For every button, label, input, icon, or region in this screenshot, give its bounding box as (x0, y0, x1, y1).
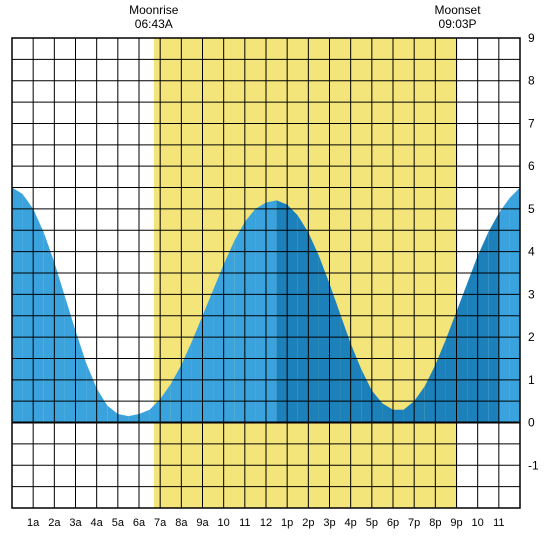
tide-area-light (12, 188, 23, 423)
tide-area-dark (319, 256, 330, 423)
x-tick-label: 10 (218, 517, 230, 529)
x-tick-label: 11 (493, 517, 504, 529)
moonset-title: Moonset (435, 3, 482, 17)
y-tick-label: 4 (528, 245, 535, 259)
x-tick-label: 3p (323, 517, 335, 529)
y-tick-label: 3 (528, 287, 535, 301)
tide-area-light (23, 194, 34, 423)
x-tick-label: 5a (112, 517, 125, 529)
tide-area-dark (467, 256, 478, 423)
x-tick-label: 2p (302, 517, 314, 529)
tide-area-dark (298, 215, 309, 422)
y-tick-label: 9 (528, 31, 535, 45)
x-tick-label: 8p (429, 517, 441, 529)
tide-chart: -101234567891a2a3a4a5a6a7a8a9a1011121p2p… (0, 0, 550, 550)
tide-area-dark (488, 213, 499, 422)
moonrise-time: 06:43A (135, 17, 173, 31)
x-tick-label: 9a (196, 517, 209, 529)
x-tick-label: 11 (239, 517, 250, 529)
x-tick-label: 3a (69, 517, 82, 529)
x-tick-label: 8a (175, 517, 188, 529)
moonrise-title: Moonrise (129, 3, 179, 17)
y-tick-label: 6 (528, 159, 535, 173)
x-tick-label: 4a (91, 517, 104, 529)
x-tick-label: 5p (366, 517, 378, 529)
y-tick-label: 8 (528, 74, 535, 88)
x-tick-label: 1p (281, 517, 293, 529)
x-tick-label: 7a (154, 517, 167, 529)
y-tick-label: 0 (528, 416, 535, 430)
y-tick-label: 1 (528, 373, 535, 387)
tide-area-dark (393, 410, 404, 423)
tide-area-dark (277, 200, 288, 422)
x-tick-label: 2a (48, 517, 61, 529)
x-tick-label: 7p (408, 517, 420, 529)
x-tick-label: 6a (133, 517, 146, 529)
y-tick-label: 7 (528, 116, 535, 130)
tide-area-dark (478, 232, 489, 422)
x-tick-label: 10 (472, 517, 484, 529)
moonset-time: 09:03P (439, 17, 477, 31)
tide-area-dark (308, 232, 319, 422)
y-tick-label: 5 (528, 202, 535, 216)
tide-chart-svg: -101234567891a2a3a4a5a6a7a8a9a1011121p2p… (0, 0, 550, 550)
tide-area-light (224, 241, 235, 423)
y-tick-label: 2 (528, 330, 535, 344)
tide-area-light (44, 232, 55, 422)
tide-area-light (509, 188, 520, 423)
tide-area-dark (287, 205, 298, 423)
tide-area-light (266, 200, 277, 422)
y-tick-label: -1 (528, 458, 539, 472)
x-tick-label: 4p (345, 517, 357, 529)
x-tick-label: 1a (27, 517, 40, 529)
tide-area-light (499, 198, 510, 422)
x-tick-label: 6p (387, 517, 399, 529)
x-tick-label: 12 (260, 517, 272, 529)
tide-area-light (255, 203, 266, 423)
tide-area-light (213, 264, 224, 422)
x-tick-label: 9p (450, 517, 462, 529)
